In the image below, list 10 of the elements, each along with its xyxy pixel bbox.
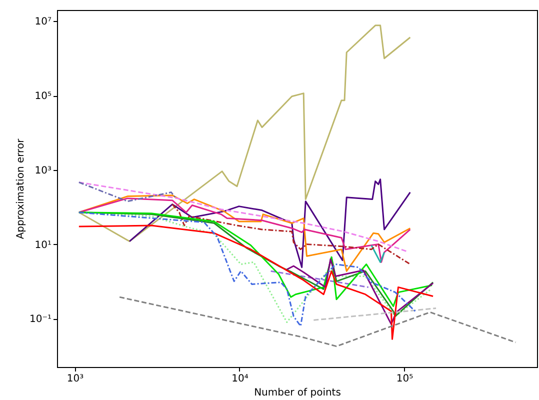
y-axis-title: Approximation error	[15, 138, 26, 240]
y-tick-label: 10⁷	[34, 16, 52, 28]
x-tick-label: 10⁵	[396, 374, 414, 384]
y-tick-label: 10¹	[34, 240, 52, 251]
y-tick-label: 10⁵	[34, 91, 52, 102]
x-axis-title: Number of points	[254, 388, 341, 398]
y-tick-label: 10⁻¹	[29, 314, 52, 326]
y-tick-label: 10³	[34, 165, 52, 176]
x-tick-label: 10³	[66, 374, 84, 384]
x-tick-label: 10⁴	[232, 374, 248, 384]
